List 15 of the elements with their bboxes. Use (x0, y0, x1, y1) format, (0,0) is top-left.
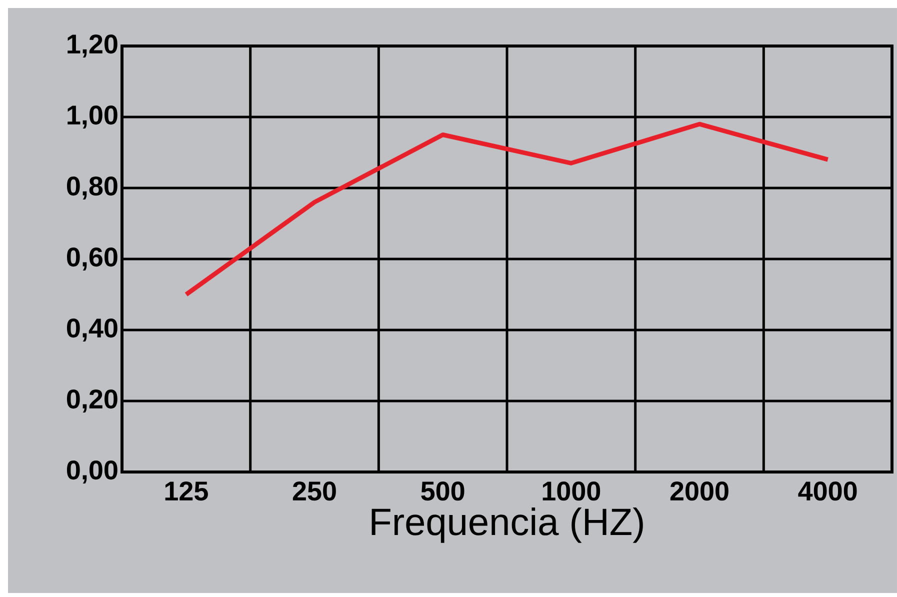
x-tick-label: 500 (421, 482, 464, 501)
y-tick-label: 0,80 (66, 176, 118, 200)
y-tick-label: 1,20 (68, 34, 118, 58)
y-tick-label: 1,00 (68, 105, 118, 129)
x-tick-label: 4000 (798, 482, 857, 501)
y-tick-label: 0,40 (66, 318, 118, 342)
x-axis-title: Frequencia (HZ) (372, 507, 643, 543)
y-tick-label: 0,20 (66, 389, 118, 413)
line-series (184, 122, 830, 297)
x-tick-label: 125 (165, 482, 208, 501)
x-tick-label: 2000 (670, 482, 728, 501)
x-tick-label: 1000 (542, 482, 600, 501)
x-tick-label: 250 (292, 482, 336, 501)
y-tick-label: 0,00 (66, 460, 118, 484)
y-tick-label: 0,60 (66, 247, 118, 271)
